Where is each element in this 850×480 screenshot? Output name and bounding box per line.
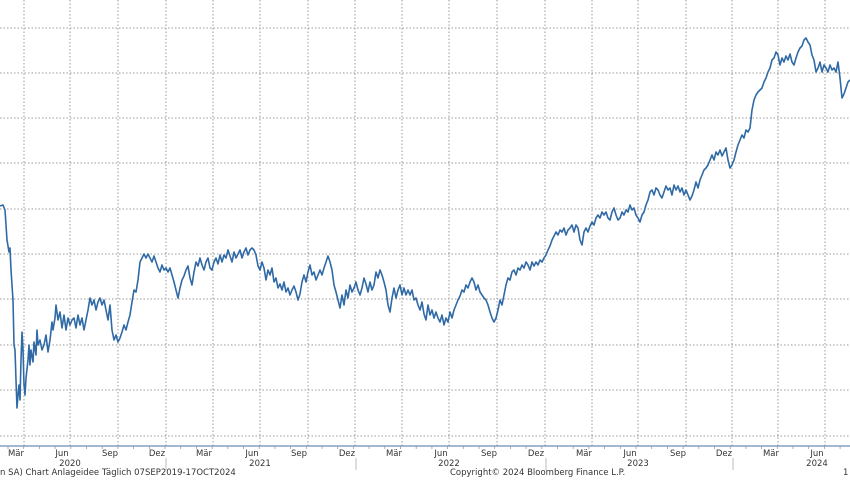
year-tick-label: 2023 — [627, 459, 649, 469]
month-tick-label: Jun — [433, 449, 447, 459]
month-tick-label: Dez — [149, 449, 166, 459]
month-tick-label: Dez — [339, 449, 356, 459]
x-axis-ticks: Mär Jun Sep Dez Mär Jun Sep Dez Mär Jun Sep Dez Mär J… — [7, 446, 841, 470]
month-tick-label: Sep — [102, 449, 118, 459]
month-tick-label: Jun — [622, 449, 636, 459]
chart-source-label: n SA) Chart Anlageidee Täglich 07SEP2019… — [0, 468, 236, 478]
month-tick-label: Sep — [481, 449, 497, 459]
month-tick-label: Sep — [670, 449, 686, 459]
year-tick-label: 2020 — [59, 459, 81, 469]
year-tick-label: 2021 — [249, 459, 271, 469]
month-tick-label: Mär — [763, 449, 780, 459]
year-tick-label: 2024 — [806, 459, 828, 469]
chart-grid — [0, 0, 850, 446]
year-tick-label: 2022 — [438, 459, 460, 469]
month-tick-label: Jun — [809, 449, 823, 459]
month-tick-label: Dez — [716, 449, 733, 459]
page-number: 1 — [843, 468, 849, 478]
month-tick-label: Mär — [576, 449, 593, 459]
month-tick-label: Mär — [8, 449, 25, 459]
month-tick-label: Mär — [386, 449, 403, 459]
month-tick-label: Dez — [528, 449, 545, 459]
month-tick-label: Jun — [244, 449, 258, 459]
month-tick-label: Mär — [196, 449, 213, 459]
month-tick-label: Jun — [54, 449, 68, 459]
price-series-line — [0, 37, 850, 409]
copyright-label: Copyright© 2024 Bloomberg Finance L.P. — [450, 468, 626, 478]
month-tick-label: Sep — [291, 449, 307, 459]
